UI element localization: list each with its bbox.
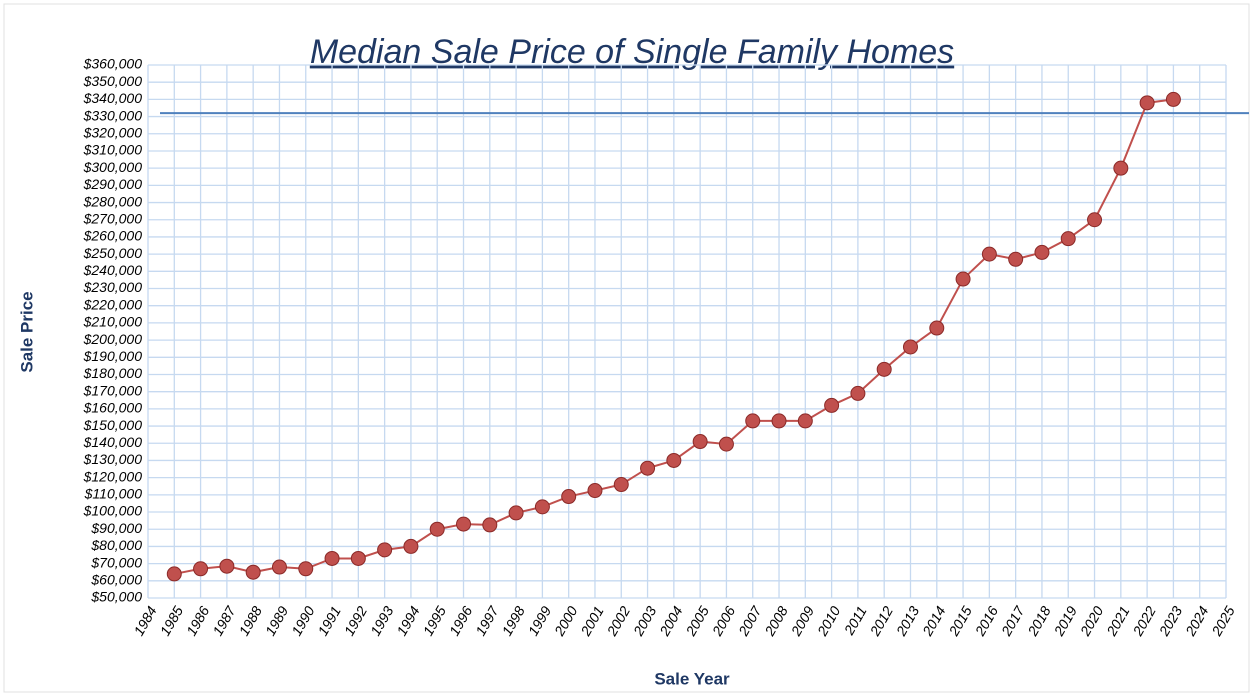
y-tick-label: $340,000 bbox=[83, 90, 143, 106]
data-point bbox=[403, 538, 419, 554]
y-tick-label: $270,000 bbox=[83, 210, 143, 226]
data-point bbox=[876, 361, 892, 377]
y-tick-label: $250,000 bbox=[83, 245, 143, 261]
chart-frame bbox=[3, 3, 1250, 693]
y-tick-label: $190,000 bbox=[83, 348, 143, 364]
y-tick-label: $80,000 bbox=[90, 537, 142, 553]
y-tick-label: $350,000 bbox=[83, 73, 143, 89]
y-tick-label: $240,000 bbox=[83, 262, 143, 278]
data-point bbox=[1087, 212, 1103, 228]
data-point bbox=[456, 516, 472, 532]
y-tick-label: $60,000 bbox=[90, 572, 142, 588]
y-tick-label: $90,000 bbox=[90, 520, 142, 536]
y-tick-label: $260,000 bbox=[83, 228, 143, 244]
y-tick-label: $330,000 bbox=[83, 107, 143, 123]
y-axis-title: Sale Price bbox=[17, 291, 36, 372]
y-tick-label: $290,000 bbox=[83, 176, 143, 192]
y-tick-label: $140,000 bbox=[83, 434, 143, 450]
data-point bbox=[955, 271, 971, 287]
data-point bbox=[1034, 244, 1050, 260]
data-point bbox=[193, 561, 209, 577]
data-point bbox=[350, 550, 366, 566]
data-point bbox=[166, 566, 182, 582]
y-tick-label: $210,000 bbox=[83, 314, 143, 330]
y-tick-label: $170,000 bbox=[83, 382, 143, 398]
plot bbox=[160, 91, 1249, 582]
data-point bbox=[429, 521, 445, 537]
data-point bbox=[640, 460, 656, 476]
data-point bbox=[692, 434, 708, 450]
data-point bbox=[324, 550, 340, 566]
data-point bbox=[929, 320, 945, 336]
x-axis-title: Sale Year bbox=[654, 669, 730, 688]
data-point bbox=[613, 477, 629, 493]
y-tick-label: $280,000 bbox=[83, 193, 143, 209]
data-point bbox=[1113, 160, 1129, 176]
y-tick-label: $220,000 bbox=[83, 296, 143, 312]
data-point bbox=[745, 413, 761, 429]
data-point bbox=[1165, 91, 1181, 107]
y-tick-label: $360,000 bbox=[83, 56, 143, 72]
data-point bbox=[1008, 251, 1024, 267]
data-point bbox=[271, 559, 287, 575]
data-point bbox=[587, 483, 603, 499]
y-tick-label: $150,000 bbox=[83, 417, 143, 433]
data-point bbox=[771, 413, 787, 429]
data-point bbox=[508, 505, 524, 521]
data-point bbox=[902, 339, 918, 355]
data-point bbox=[824, 397, 840, 413]
y-tick-label: $70,000 bbox=[90, 554, 142, 570]
y-tick-label: $110,000 bbox=[84, 486, 143, 502]
y-tick-label: $180,000 bbox=[83, 365, 143, 381]
data-point bbox=[981, 246, 997, 262]
data-point bbox=[1060, 231, 1076, 247]
data-point bbox=[850, 385, 866, 401]
data-point bbox=[561, 489, 577, 505]
y-tick-label: $100,000 bbox=[83, 503, 143, 519]
y-tick-label: $310,000 bbox=[83, 142, 143, 158]
data-point bbox=[245, 564, 261, 580]
y-tick-label: $230,000 bbox=[83, 279, 143, 295]
y-tick-label: $320,000 bbox=[83, 124, 143, 140]
data-point bbox=[666, 452, 682, 468]
data-point bbox=[377, 542, 393, 558]
data-point bbox=[718, 436, 734, 452]
y-tick-label: $300,000 bbox=[83, 159, 143, 175]
data-point bbox=[219, 558, 235, 574]
data-point bbox=[1139, 95, 1155, 111]
y-tick-label: $120,000 bbox=[83, 468, 143, 484]
y-tick-label: $200,000 bbox=[83, 331, 143, 347]
y-tick-label: $130,000 bbox=[83, 451, 143, 467]
data-point bbox=[797, 413, 813, 429]
y-tick-label: $50,000 bbox=[90, 589, 142, 605]
data-point bbox=[534, 499, 550, 515]
y-tick-label: $160,000 bbox=[83, 400, 143, 416]
data-point bbox=[298, 561, 314, 577]
data-point bbox=[482, 517, 498, 533]
